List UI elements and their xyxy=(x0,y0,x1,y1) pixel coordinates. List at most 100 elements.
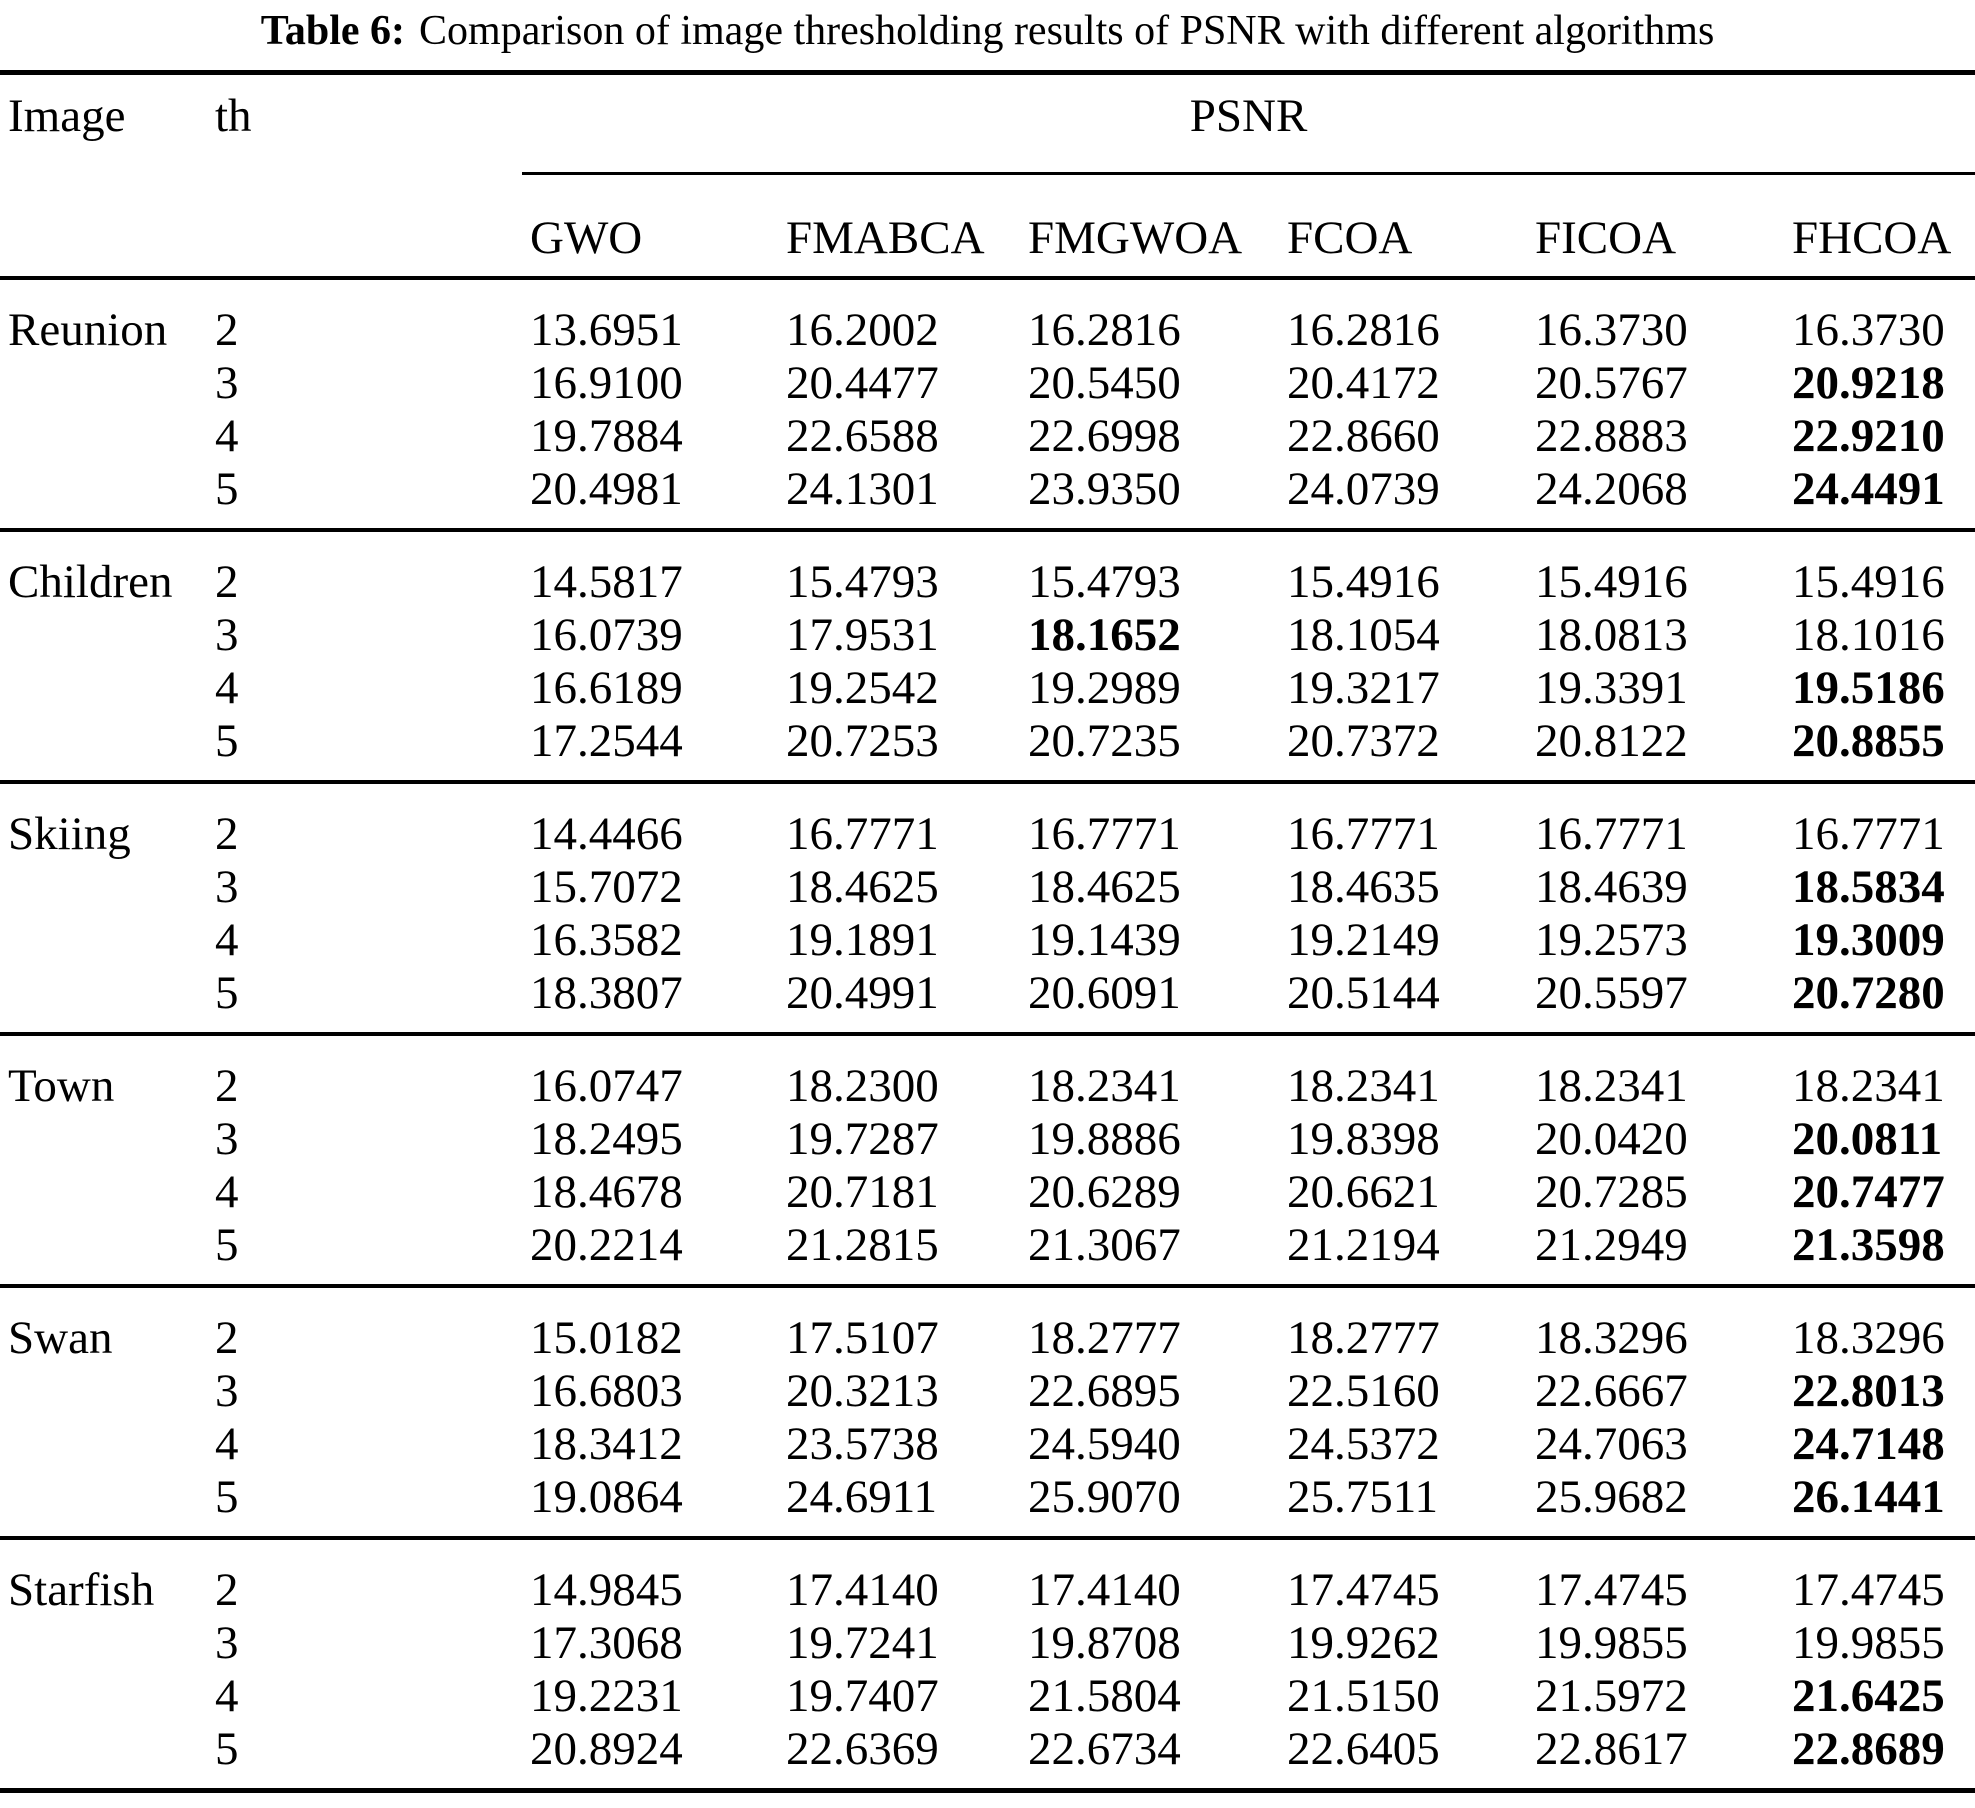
psnr-value-cell: 19.2231 xyxy=(530,1670,683,1722)
psnr-value-cell: 22.6405 xyxy=(1279,1723,1527,1793)
psnr-value-cell: 18.2495 xyxy=(530,1113,683,1165)
image-name-cell xyxy=(0,662,207,715)
psnr-value-cell: 20.7181 xyxy=(786,1166,939,1218)
psnr-value-cell: 18.4635 xyxy=(1287,861,1440,913)
psnr-value-cell: 24.5940 xyxy=(1028,1418,1181,1470)
column-header-gwo: GWO xyxy=(522,175,778,280)
psnr-value-cell: 16.3582 xyxy=(530,914,683,966)
psnr-value-cell: 18.2300 xyxy=(786,1060,939,1112)
image-name-cell xyxy=(0,967,207,1036)
psnr-value-cell: 16.7771 xyxy=(1792,808,1945,860)
psnr-value-cell: 16.3730 xyxy=(1535,304,1688,356)
psnr-value-cell: 20.2214 xyxy=(522,1219,778,1288)
table-row: 3 17.3068 19.7241 19.8708 19.9262 19.9855 19.9… xyxy=(0,1617,1975,1670)
psnr-value-cell: 20.5767 xyxy=(1535,357,1688,409)
psnr-value-cell: 21.2194 xyxy=(1279,1219,1527,1288)
psnr-value-cell: 16.7771 xyxy=(786,808,939,860)
psnr-value-cell: 20.5450 xyxy=(1028,357,1181,409)
psnr-value-cell: 22.6667 xyxy=(1535,1365,1688,1417)
table-row: 5 20.4981 24.1301 23.9350 24.0739 24.2068 24.4… xyxy=(0,463,1975,532)
image-name-cell: Town xyxy=(8,1060,115,1112)
psnr-value-cell: 19.2542 xyxy=(786,662,939,714)
psnr-value-cell: 15.4916 xyxy=(1792,556,1945,608)
image-name-cell xyxy=(0,1166,207,1219)
psnr-value-cell: 24.1301 xyxy=(778,463,1020,532)
psnr-value-cell: 20.6289 xyxy=(1028,1166,1181,1218)
psnr-value-cell: 20.5597 xyxy=(1527,967,1784,1036)
psnr-value-cell: 18.3807 xyxy=(522,967,778,1036)
table-caption-label: Table 6: xyxy=(260,8,406,54)
psnr-value-cell: 16.0747 xyxy=(530,1060,683,1112)
threshold-cell: 2 xyxy=(215,304,239,356)
psnr-value-cell: 17.4140 xyxy=(786,1564,939,1616)
psnr-value-cell: 22.9210 xyxy=(1792,410,1945,462)
psnr-value-cell: 24.4491 xyxy=(1784,463,1975,532)
psnr-value-cell: 20.6621 xyxy=(1287,1166,1440,1218)
threshold-cell: 4 xyxy=(215,662,239,714)
threshold-cell: 3 xyxy=(215,357,239,409)
psnr-value-cell: 22.6369 xyxy=(778,1723,1020,1793)
psnr-value-cell: 17.3068 xyxy=(530,1617,683,1669)
psnr-value-cell: 19.2149 xyxy=(1287,914,1440,966)
section-reunion: Reunion 2 13.6951 16.2002 16.2816 16.2816 16.3… xyxy=(0,280,1975,532)
psnr-value-cell: 19.3391 xyxy=(1535,662,1688,714)
threshold-cell: 5 xyxy=(207,1723,522,1793)
psnr-value-cell: 19.2989 xyxy=(1028,662,1181,714)
psnr-value-cell: 18.4639 xyxy=(1535,861,1688,913)
table-row: 4 18.4678 20.7181 20.6289 20.6621 20.7285 20.7… xyxy=(0,1166,1975,1219)
table-row: 4 19.2231 19.7407 21.5804 21.5150 21.5972 21.6… xyxy=(0,1670,1975,1723)
psnr-value-cell: 18.2777 xyxy=(1287,1312,1440,1364)
psnr-value-cell: 14.4466 xyxy=(530,808,683,860)
section-children: Children 2 14.5817 15.4793 15.4793 15.4916 15.… xyxy=(0,532,1975,784)
header-spacer xyxy=(207,175,522,280)
psnr-value-cell: 20.7372 xyxy=(1279,715,1527,784)
psnr-value-cell: 15.0182 xyxy=(530,1312,683,1364)
psnr-value-cell: 25.7511 xyxy=(1279,1471,1527,1540)
image-name-cell xyxy=(0,609,207,662)
psnr-value-cell: 19.9262 xyxy=(1287,1617,1440,1669)
psnr-value-cell: 18.2777 xyxy=(1028,1312,1181,1364)
section-swan: Swan 2 15.0182 17.5107 18.2777 18.2777 18.3296… xyxy=(0,1288,1975,1540)
table-row: 4 18.3412 23.5738 24.5940 24.5372 24.7063 24.7… xyxy=(0,1418,1975,1471)
psnr-value-cell: 16.6803 xyxy=(530,1365,683,1417)
psnr-value-cell: 16.6189 xyxy=(530,662,683,714)
table-row: 4 16.3582 19.1891 19.1439 19.2149 19.2573 19.3… xyxy=(0,914,1975,967)
threshold-cell: 2 xyxy=(215,1060,239,1112)
threshold-cell: 3 xyxy=(215,861,239,913)
psnr-value-cell: 20.6091 xyxy=(1020,967,1279,1036)
psnr-value-cell: 15.4793 xyxy=(786,556,939,608)
column-header-fhcoa: FHCOA xyxy=(1784,175,1975,280)
section-town: Town 2 16.0747 18.2300 18.2341 18.2341 18.2341… xyxy=(0,1036,1975,1288)
psnr-value-cell: 19.3009 xyxy=(1792,914,1945,966)
psnr-value-cell: 20.7285 xyxy=(1535,1166,1688,1218)
psnr-value-cell: 22.6895 xyxy=(1028,1365,1181,1417)
psnr-value-cell: 14.9845 xyxy=(530,1564,683,1616)
psnr-value-cell: 20.9218 xyxy=(1792,357,1945,409)
table-row: 5 20.8924 22.6369 22.6734 22.6405 22.8617 22.8… xyxy=(0,1723,1975,1793)
psnr-value-cell: 21.6425 xyxy=(1792,1670,1945,1722)
threshold-cell: 2 xyxy=(215,808,239,860)
psnr-value-cell: 17.5107 xyxy=(786,1312,939,1364)
table-row: 3 18.2495 19.7287 19.8886 19.8398 20.0420 20.0… xyxy=(0,1113,1975,1166)
psnr-value-cell: 20.8924 xyxy=(522,1723,778,1793)
table-row: Swan 2 15.0182 17.5107 18.2777 18.2777 18.3296… xyxy=(0,1288,1975,1365)
psnr-value-cell: 17.2544 xyxy=(522,715,778,784)
psnr-value-cell: 19.8398 xyxy=(1287,1113,1440,1165)
psnr-value-cell: 19.7884 xyxy=(530,410,683,462)
psnr-value-cell: 17.4745 xyxy=(1792,1564,1945,1616)
image-name-cell xyxy=(0,1113,207,1166)
psnr-value-cell: 22.6998 xyxy=(1028,410,1181,462)
psnr-value-cell: 20.3213 xyxy=(786,1365,939,1417)
psnr-value-cell: 19.1439 xyxy=(1028,914,1181,966)
psnr-value-cell: 23.9350 xyxy=(1020,463,1279,532)
table-row: 3 15.7072 18.4625 18.4625 18.4635 18.4639 18.5… xyxy=(0,861,1975,914)
psnr-value-cell: 20.7235 xyxy=(1020,715,1279,784)
column-header-fcoa: FCOA xyxy=(1279,175,1527,280)
psnr-value-cell: 15.7072 xyxy=(530,861,683,913)
psnr-value-cell: 20.0811 xyxy=(1792,1113,1943,1165)
threshold-cell: 4 xyxy=(215,410,239,462)
psnr-value-cell: 22.8660 xyxy=(1287,410,1440,462)
table-row: 4 16.6189 19.2542 19.2989 19.3217 19.3391 19.5… xyxy=(0,662,1975,715)
table-row: Starfish 2 14.9845 17.4140 17.4140 17.4745 17.… xyxy=(0,1540,1975,1617)
image-name-cell: Skiing xyxy=(8,808,131,860)
